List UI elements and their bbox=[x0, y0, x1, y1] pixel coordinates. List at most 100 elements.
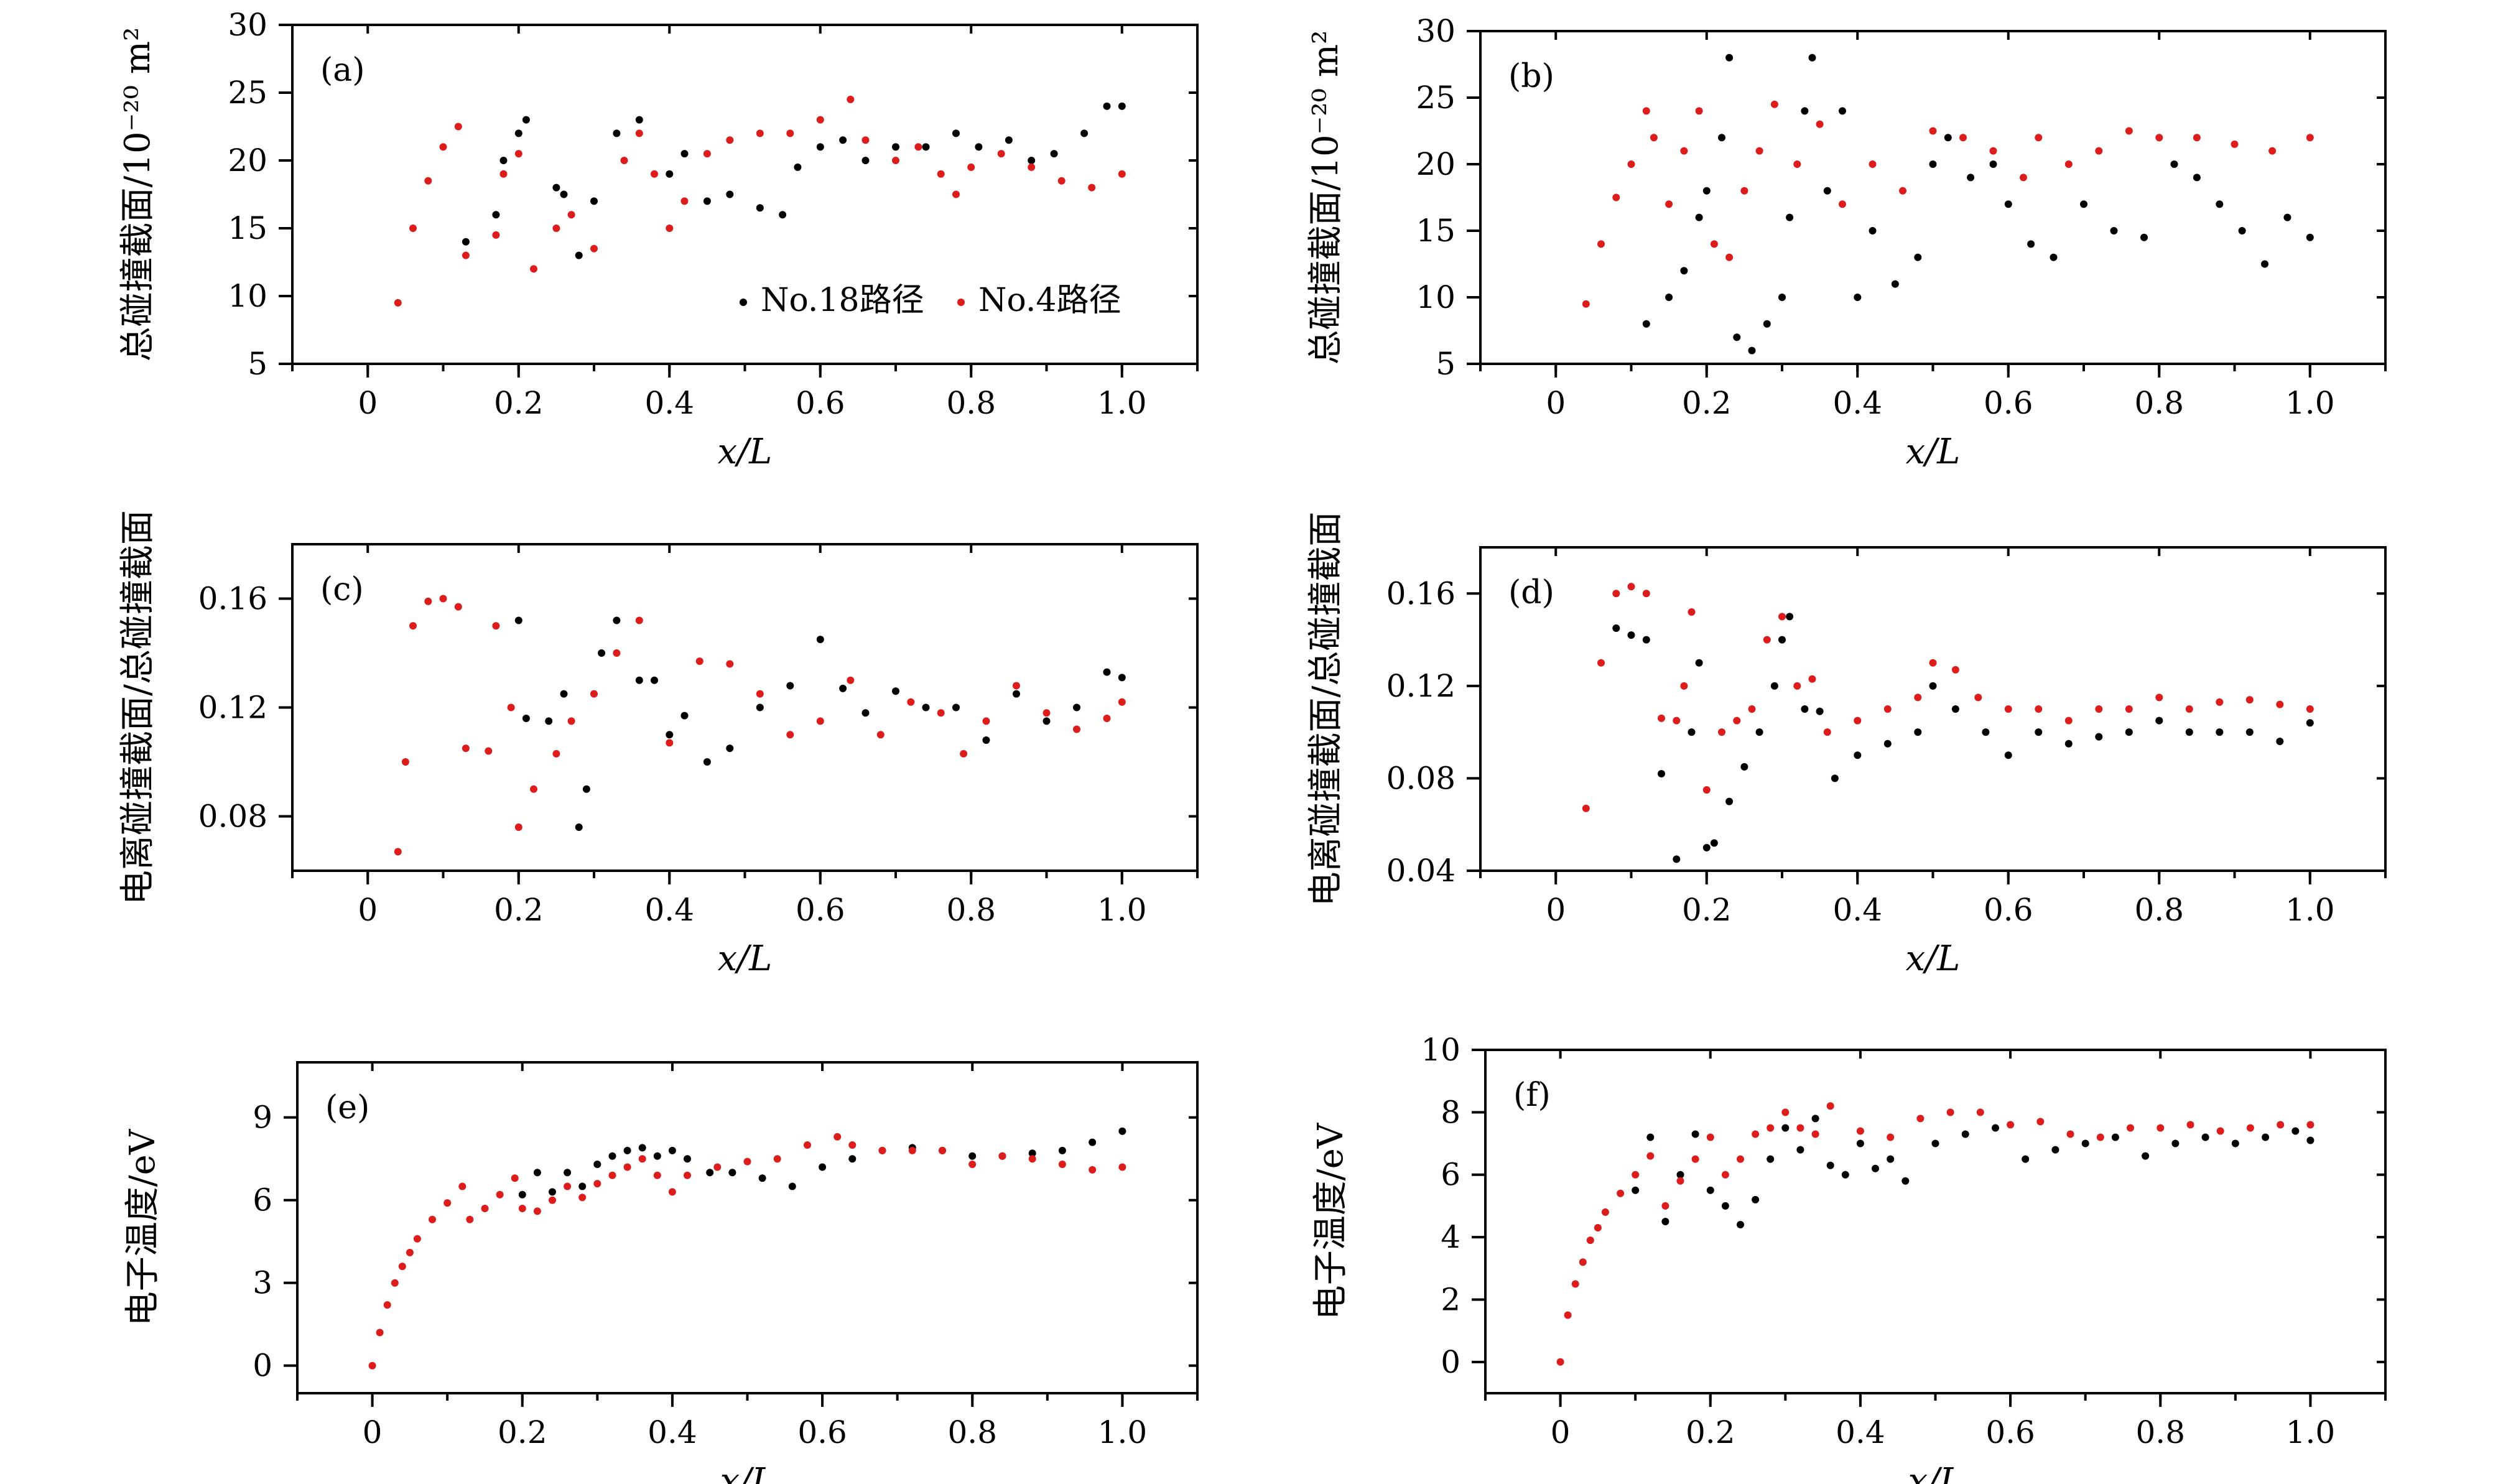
data-point bbox=[848, 1155, 857, 1163]
data-point bbox=[2035, 728, 2043, 736]
data-point bbox=[1691, 1155, 1699, 1163]
data-point bbox=[398, 1263, 406, 1271]
data-point bbox=[1582, 804, 1590, 812]
data-point bbox=[481, 1205, 489, 1212]
data-point bbox=[1914, 253, 1922, 261]
data-point bbox=[728, 1169, 736, 1177]
data-point bbox=[907, 698, 915, 706]
data-point bbox=[1929, 160, 1937, 168]
data-point bbox=[2066, 1130, 2074, 1138]
data-point bbox=[653, 1171, 661, 1179]
x-tick-label: 0.4 bbox=[1832, 385, 1882, 421]
data-point bbox=[1028, 1149, 1036, 1157]
data-point bbox=[1841, 1171, 1849, 1179]
x-tick-label: 1.0 bbox=[2285, 892, 2335, 928]
data-point bbox=[952, 129, 960, 137]
data-point bbox=[816, 116, 824, 124]
data-point bbox=[892, 687, 899, 695]
legend-marker-path18 bbox=[740, 299, 747, 306]
data-point bbox=[409, 622, 417, 630]
data-point bbox=[409, 225, 417, 232]
series-no18 bbox=[1632, 1115, 2315, 1228]
y-tick-label: 15 bbox=[228, 210, 267, 246]
panel-label: (f) bbox=[1513, 1077, 1551, 1114]
data-point bbox=[2004, 200, 2012, 208]
x-tick-label: 0.2 bbox=[1682, 385, 1732, 421]
y-tick-label: 0.12 bbox=[1386, 668, 1456, 704]
data-point bbox=[706, 1169, 714, 1177]
data-point bbox=[1579, 1258, 1587, 1266]
data-point bbox=[1680, 682, 1688, 690]
y-tick-label: 4 bbox=[1441, 1219, 1460, 1255]
data-point bbox=[1891, 280, 1899, 288]
data-point bbox=[578, 1182, 587, 1190]
data-point bbox=[1931, 1139, 1939, 1148]
data-point bbox=[833, 1133, 842, 1141]
data-point bbox=[773, 1155, 781, 1163]
data-point bbox=[1883, 705, 1892, 713]
data-point bbox=[1103, 715, 1111, 722]
x-tick-label: 0.8 bbox=[947, 1414, 997, 1450]
data-point bbox=[2035, 134, 2043, 142]
data-point bbox=[1118, 102, 1126, 110]
data-point bbox=[1627, 631, 1635, 639]
x-tick-label: 0.4 bbox=[648, 1414, 697, 1450]
y-tick-label: 0 bbox=[253, 1348, 272, 1384]
data-point bbox=[2036, 1118, 2045, 1126]
series-no4 bbox=[1582, 100, 2314, 308]
data-point bbox=[2306, 134, 2314, 142]
data-point bbox=[997, 150, 1005, 158]
series-no18 bbox=[1612, 613, 2314, 863]
x-tick-label: 0.6 bbox=[1984, 892, 2033, 928]
data-point bbox=[968, 1152, 977, 1160]
data-point bbox=[1702, 187, 1711, 195]
x-tick-label: 0.6 bbox=[797, 1414, 847, 1450]
x-tick-label: 0 bbox=[358, 892, 378, 928]
y-tick-label: 20 bbox=[228, 142, 267, 179]
data-point bbox=[2155, 693, 2163, 702]
y-tick-label: 0.08 bbox=[1386, 760, 1456, 796]
data-point bbox=[1005, 136, 1013, 144]
data-point bbox=[1665, 200, 1673, 208]
y-tick-label: 20 bbox=[1416, 146, 1456, 182]
y-tick-label: 10 bbox=[1421, 1032, 1460, 1068]
data-point bbox=[2007, 1121, 2015, 1129]
data-point bbox=[567, 717, 575, 725]
data-point bbox=[2216, 1127, 2224, 1135]
data-point bbox=[2245, 696, 2254, 704]
data-point bbox=[756, 129, 764, 137]
plot-frame bbox=[1484, 1049, 2387, 1394]
data-point bbox=[1676, 1177, 1684, 1185]
x-tick-label: 0.8 bbox=[2134, 892, 2184, 928]
data-point bbox=[406, 1248, 414, 1256]
data-point bbox=[1710, 240, 1718, 248]
data-point bbox=[1755, 728, 1763, 736]
data-point bbox=[2004, 751, 2012, 759]
data-point bbox=[1951, 705, 1959, 713]
x-tick-label: 0.6 bbox=[796, 385, 845, 421]
data-point bbox=[1767, 1124, 1775, 1132]
data-point bbox=[2096, 1133, 2104, 1141]
data-point bbox=[1854, 294, 1862, 301]
data-point bbox=[582, 785, 590, 793]
data-point bbox=[1811, 1115, 1819, 1123]
data-point bbox=[703, 758, 711, 766]
data-point bbox=[937, 170, 945, 178]
data-point bbox=[575, 251, 583, 259]
y-tick-label: 0.12 bbox=[198, 690, 267, 726]
data-point bbox=[788, 1182, 796, 1190]
data-point bbox=[914, 143, 922, 151]
data-point bbox=[638, 1144, 646, 1152]
data-point bbox=[779, 211, 787, 219]
data-point bbox=[1725, 253, 1734, 261]
data-point bbox=[1982, 728, 1990, 736]
data-point bbox=[1650, 134, 1658, 142]
data-point bbox=[1706, 1186, 1714, 1194]
data-point bbox=[2306, 1136, 2315, 1144]
data-point bbox=[1642, 636, 1650, 644]
legend-marker-path4 bbox=[957, 299, 965, 306]
data-point bbox=[1831, 774, 1839, 782]
data-point bbox=[1582, 300, 1590, 308]
y-tick-label: 6 bbox=[1441, 1157, 1460, 1193]
data-point bbox=[847, 676, 855, 684]
